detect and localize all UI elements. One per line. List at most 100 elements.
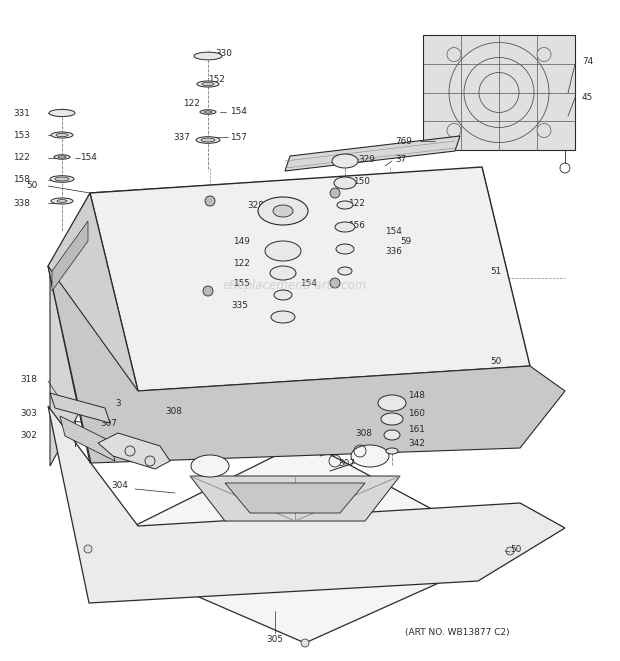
Ellipse shape [271, 311, 295, 323]
Text: 148: 148 [408, 391, 425, 401]
Text: 318: 318 [20, 375, 37, 383]
Circle shape [537, 48, 551, 61]
Polygon shape [48, 193, 138, 463]
Ellipse shape [258, 197, 308, 225]
Circle shape [205, 196, 215, 206]
Text: 338: 338 [13, 198, 30, 208]
Ellipse shape [202, 83, 214, 86]
Text: 122: 122 [233, 258, 250, 268]
Ellipse shape [55, 177, 69, 181]
Text: 342: 342 [408, 438, 425, 447]
Ellipse shape [194, 52, 222, 60]
Text: 37: 37 [395, 155, 406, 163]
Text: 150: 150 [353, 176, 370, 186]
Polygon shape [48, 266, 565, 463]
Ellipse shape [274, 290, 292, 300]
Text: 59: 59 [400, 237, 411, 245]
Polygon shape [52, 221, 88, 291]
Text: 152: 152 [208, 75, 225, 83]
Circle shape [447, 124, 461, 137]
Ellipse shape [378, 395, 406, 411]
Text: 153: 153 [13, 130, 30, 139]
Text: 155: 155 [233, 280, 250, 288]
Ellipse shape [270, 266, 296, 280]
Ellipse shape [54, 155, 70, 159]
Text: 122: 122 [13, 153, 30, 163]
Text: 160: 160 [408, 408, 425, 418]
Circle shape [330, 278, 340, 288]
Polygon shape [98, 433, 170, 469]
Polygon shape [50, 193, 90, 466]
Ellipse shape [338, 267, 352, 275]
Text: 157: 157 [230, 132, 247, 141]
Text: 307: 307 [338, 459, 355, 467]
Text: 328: 328 [247, 202, 264, 210]
Ellipse shape [200, 110, 216, 114]
Text: 329: 329 [358, 155, 375, 163]
Ellipse shape [386, 448, 398, 454]
Circle shape [537, 124, 551, 137]
Text: 74: 74 [582, 56, 593, 65]
Polygon shape [60, 416, 115, 461]
Text: 50: 50 [490, 356, 501, 366]
Circle shape [447, 48, 461, 61]
Ellipse shape [265, 241, 301, 261]
Circle shape [84, 545, 92, 553]
Ellipse shape [381, 413, 403, 425]
Ellipse shape [51, 198, 73, 204]
Ellipse shape [197, 81, 219, 87]
Polygon shape [90, 168, 530, 393]
Ellipse shape [332, 154, 358, 168]
Ellipse shape [51, 132, 73, 138]
Circle shape [301, 639, 309, 647]
Text: 337: 337 [173, 132, 190, 141]
Ellipse shape [336, 244, 354, 254]
Text: 51: 51 [490, 266, 501, 276]
Circle shape [506, 547, 514, 555]
Polygon shape [48, 406, 565, 603]
Polygon shape [423, 35, 575, 150]
Text: 305: 305 [267, 635, 283, 644]
Ellipse shape [49, 110, 75, 116]
Text: eReplacementParts.com: eReplacementParts.com [223, 280, 367, 293]
Ellipse shape [58, 156, 66, 158]
Text: 303: 303 [20, 408, 37, 418]
Text: 158: 158 [13, 176, 30, 184]
Text: 50: 50 [510, 545, 521, 553]
Polygon shape [285, 136, 460, 171]
Ellipse shape [57, 200, 67, 202]
Text: 45: 45 [582, 93, 593, 102]
Text: 336: 336 [385, 247, 402, 256]
Polygon shape [225, 483, 365, 513]
Polygon shape [90, 167, 530, 391]
Text: 161: 161 [408, 424, 425, 434]
Text: 304: 304 [111, 481, 128, 490]
Polygon shape [88, 441, 510, 643]
Text: 335: 335 [231, 301, 248, 311]
Text: 154: 154 [300, 280, 317, 288]
Text: 122: 122 [348, 198, 365, 208]
Ellipse shape [196, 137, 220, 143]
Ellipse shape [191, 455, 229, 477]
Text: 149: 149 [233, 237, 250, 245]
Text: 122: 122 [183, 100, 200, 108]
Text: 302: 302 [20, 432, 37, 440]
Polygon shape [190, 476, 400, 521]
Polygon shape [50, 393, 110, 423]
Text: 154: 154 [385, 227, 402, 235]
Ellipse shape [273, 205, 293, 217]
Text: 308: 308 [355, 428, 372, 438]
Ellipse shape [204, 111, 212, 113]
Text: 307: 307 [100, 418, 117, 428]
Text: 3: 3 [115, 399, 121, 407]
Text: 331: 331 [13, 108, 30, 118]
Text: 769: 769 [395, 137, 412, 145]
Ellipse shape [56, 134, 68, 137]
Text: 154: 154 [80, 153, 97, 163]
Ellipse shape [351, 445, 389, 467]
Ellipse shape [334, 177, 356, 189]
Circle shape [301, 437, 309, 445]
Circle shape [330, 188, 340, 198]
Text: 50: 50 [27, 182, 38, 190]
Text: 330: 330 [215, 48, 232, 58]
